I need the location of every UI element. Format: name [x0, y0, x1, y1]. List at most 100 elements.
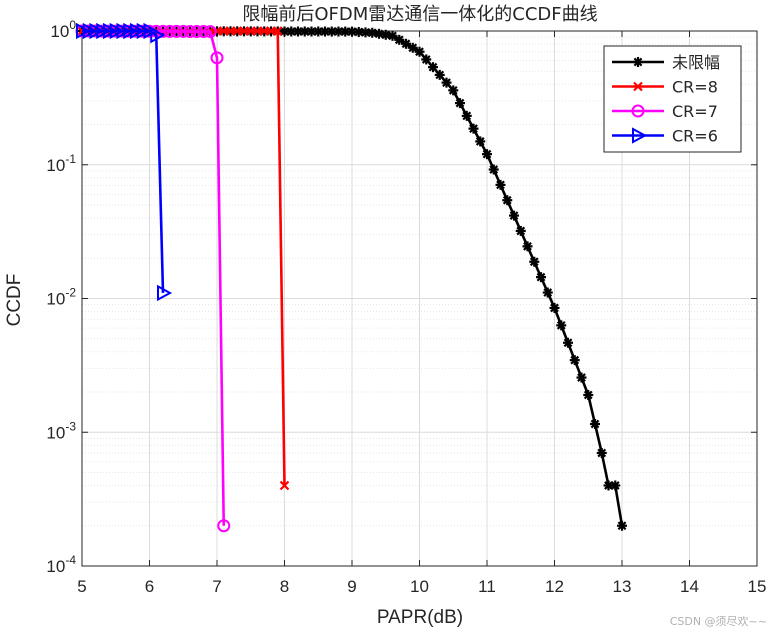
data-point — [475, 136, 486, 147]
y-tick-base: 10 — [46, 290, 65, 309]
data-point — [340, 26, 351, 37]
y-tick-exponent: -1 — [65, 152, 76, 166]
legend-entry: 未限幅 — [612, 53, 720, 72]
marker-stroke — [590, 419, 600, 429]
marker-stroke — [300, 27, 310, 36]
legend-marker — [631, 104, 645, 118]
marker-stroke — [415, 47, 424, 57]
data-point — [448, 85, 459, 96]
data-point — [583, 389, 594, 400]
data-point — [536, 272, 546, 283]
data-point — [468, 123, 479, 134]
marker-stroke — [482, 149, 492, 159]
data-point — [176, 24, 190, 38]
marker-stroke — [334, 27, 343, 36]
marker-stroke — [408, 43, 418, 53]
legend: 未限幅 CR=8 CR=7 CR=6 — [603, 45, 742, 153]
legend-marker — [633, 57, 643, 67]
marker-stroke — [536, 272, 546, 282]
data-point — [150, 27, 166, 44]
data-point — [556, 320, 567, 331]
legend-marker — [632, 127, 648, 144]
marker-stroke — [340, 27, 350, 36]
marker-stroke — [556, 320, 566, 330]
x-tick-label: 13 — [613, 577, 632, 596]
marker-stroke — [516, 226, 526, 236]
data-point — [163, 24, 177, 38]
data-point — [170, 24, 183, 38]
x-tick-label: 15 — [748, 577, 767, 596]
watermark: CSDN @须尽欢~~ — [670, 614, 767, 628]
marker-stroke — [577, 373, 586, 382]
y-tick-exponent: 0 — [69, 18, 76, 32]
marker-stroke — [529, 257, 539, 267]
data-point — [576, 372, 587, 383]
marker-stroke — [523, 241, 532, 251]
x-tick-label: 7 — [212, 577, 221, 596]
marker-stroke — [604, 481, 613, 490]
data-point — [210, 51, 224, 65]
marker-stroke — [272, 26, 283, 36]
y-tick-exponent: -4 — [65, 553, 76, 567]
marker-stroke — [543, 288, 553, 297]
y-tick-label: 10-4 — [46, 553, 76, 576]
data-point — [529, 256, 540, 267]
marker-stroke — [442, 78, 451, 87]
marker-stroke — [448, 85, 458, 95]
marker-stroke — [455, 98, 465, 108]
data-point — [394, 34, 405, 45]
data-point — [272, 26, 283, 36]
data-point — [569, 355, 580, 366]
data-point — [522, 241, 533, 252]
marker-stroke — [374, 29, 384, 39]
data-point — [414, 46, 425, 57]
data-point — [610, 480, 621, 491]
data-point — [509, 210, 519, 221]
marker-stroke — [617, 521, 627, 531]
legend-label: CR=6 — [672, 127, 718, 146]
marker-stroke — [509, 211, 519, 220]
marker-stroke — [401, 39, 411, 49]
legend-entry: CR=7 — [612, 102, 718, 121]
y-tick-base: 10 — [46, 557, 65, 576]
x-tick-label: 9 — [347, 577, 356, 596]
data-point — [549, 302, 560, 313]
marker-stroke — [435, 70, 445, 80]
marker-stroke — [286, 27, 296, 36]
data-point — [542, 287, 553, 298]
series-layer — [75, 22, 627, 533]
marker-stroke — [469, 124, 478, 134]
data-point — [461, 110, 472, 121]
data-point — [488, 164, 499, 175]
data-point — [197, 25, 210, 39]
y-tick-exponent: -2 — [65, 286, 76, 300]
x-axis-label: PAPR(dB) — [377, 607, 463, 628]
marker-stroke — [502, 195, 512, 205]
x-tick-label: 8 — [280, 577, 289, 596]
marker-stroke — [550, 303, 559, 313]
series-3 — [76, 22, 173, 302]
x-tick-label: 11 — [478, 577, 496, 596]
y-tick-base: 10 — [46, 423, 65, 442]
data-point — [563, 337, 573, 348]
marker-stroke — [570, 355, 580, 365]
data-point — [421, 54, 432, 65]
chart-title: 限幅前后OFDM雷达通信一体化的CCDF曲线 — [242, 4, 597, 25]
data-point — [596, 447, 607, 458]
x-tick-label: 5 — [77, 577, 86, 596]
y-tick-base: 10 — [46, 156, 65, 175]
marker-stroke — [293, 27, 303, 36]
marker-stroke — [428, 62, 438, 72]
marker-stroke — [327, 27, 337, 36]
data-point — [279, 480, 290, 491]
y-axis-label: CCDF — [4, 274, 25, 327]
data-point — [590, 418, 600, 429]
data-point — [455, 98, 465, 109]
marker-stroke — [307, 27, 316, 36]
y-tick-exponent: -3 — [65, 419, 76, 433]
data-point — [434, 69, 445, 80]
data-point — [306, 26, 317, 37]
x-tick-label: 6 — [145, 577, 154, 596]
data-point — [515, 225, 526, 236]
